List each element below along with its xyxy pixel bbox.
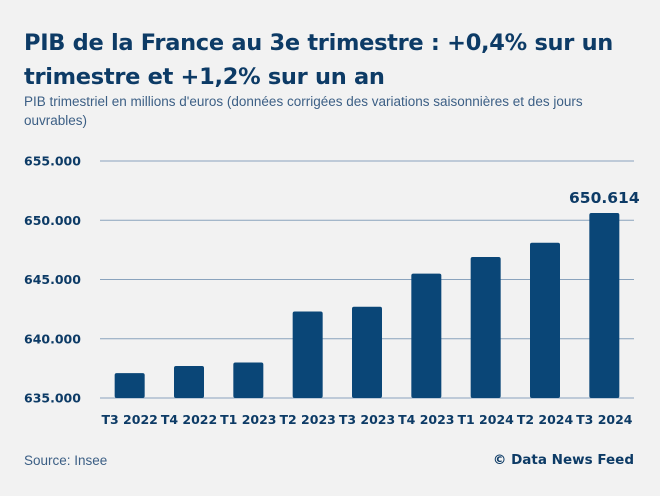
x-tick-label: T1 2023: [220, 412, 276, 427]
source-note: Source: Insee: [24, 453, 108, 468]
labels: 635.000 640.000 645.000 650.000 655.000 T3 20…: [24, 154, 640, 428]
x-tick-label: T3 2023: [339, 412, 395, 427]
x-tick-label: T4 2022: [161, 412, 217, 427]
y-tick-label: 635.000: [24, 391, 81, 406]
bar-chart: 635.000 640.000 645.000 650.000 655.000 T3 20…: [24, 154, 640, 428]
bars: [114, 212, 620, 398]
chart-title: PIB de la France au 3e trimestre : +0,4%…: [24, 30, 614, 90]
bar: [292, 311, 323, 398]
bar: [411, 273, 442, 398]
credit-logo: © Data News Feed: [492, 452, 634, 468]
y-tick-label: 640.000: [24, 331, 81, 346]
chart-subtitle: PIB trimestriel en millions d'euros (don…: [24, 94, 583, 128]
x-tick-label: T2 2023: [279, 412, 335, 427]
bar: [530, 242, 560, 398]
bar: [114, 373, 145, 398]
bar: [589, 212, 620, 398]
bar: [233, 362, 264, 398]
x-tick-label: T3 2024: [576, 412, 633, 427]
x-tick-label: T2 2024: [517, 412, 574, 427]
bar: [174, 366, 204, 398]
x-tick-label: T4 2023: [398, 412, 454, 427]
data-label: 650.614: [569, 189, 640, 207]
x-tick-label: T3 2022: [101, 412, 157, 427]
y-tick-label: 645.000: [24, 272, 81, 287]
y-tick-label: 650.000: [24, 213, 81, 228]
y-tick-label: 655.000: [24, 154, 81, 169]
x-tick-label: T1 2024: [457, 412, 514, 427]
bar: [470, 256, 501, 398]
bar: [352, 306, 382, 398]
